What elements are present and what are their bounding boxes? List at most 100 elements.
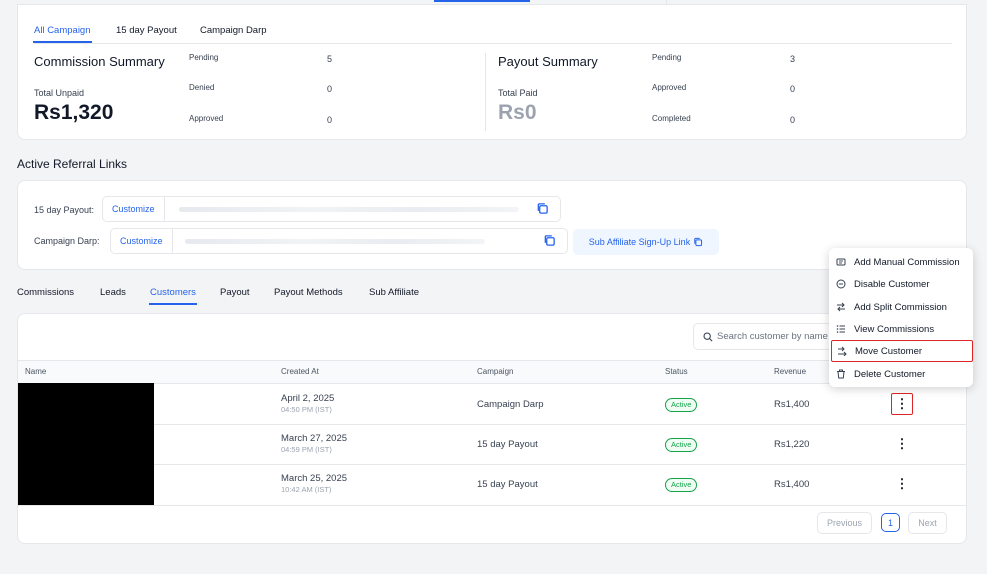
total-unpaid-value: Rs1,320 [34,101,114,124]
table-row-campaign: 15 day Payout [477,439,538,450]
customize-button-15-day[interactable]: Customize [103,197,165,221]
tab-sub-affiliate[interactable]: Sub Affiliate [369,287,420,298]
previous-page-button[interactable]: Previous [817,512,872,534]
table-row-created-at: March 27, 2025 04:59 PM (IST) [281,433,347,454]
created-time: 04:50 PM (IST) [281,405,332,414]
referral-link-field-15-day: Customize [102,196,561,222]
split-arrows-icon [836,302,846,312]
payout-approved-label: Approved [652,83,687,92]
created-date: March 25, 2025 [281,473,348,484]
copy-icon[interactable] [543,234,557,248]
total-paid-label: Total Paid [498,88,538,98]
tab-all-campaign[interactable]: All Campaign [33,25,91,43]
sub-affiliate-link-label: Sub Affiliate Sign-Up Link [588,237,691,247]
commission-pending-label: Pending [189,53,219,62]
search-placeholder: Search customer by name [717,331,828,342]
commission-approved-label: Approved [189,114,224,123]
payout-approved-value: 0 [790,84,796,94]
customize-button-campaign-darp[interactable]: Customize [111,229,173,253]
menu-item-label: Add Manual Commission [854,256,960,268]
created-time: 04:59 PM (IST) [281,445,332,454]
referral-url-blurred [185,239,485,244]
tab-customers[interactable]: Customers [149,287,197,305]
menu-item-label: Add Split Commission [854,301,947,313]
tab-commissions[interactable]: Commissions [17,287,75,298]
sub-affiliate-link-button[interactable]: Sub Affiliate Sign-Up Link [573,229,719,255]
table-header-row [18,360,966,384]
menu-item-move-customer[interactable]: Move Customer [831,340,973,362]
created-date: March 27, 2025 [281,433,348,444]
table-row-revenue: Rs1,400 [774,479,810,490]
table-row-created-at: April 2, 2025 04:50 PM (IST) [281,393,334,414]
referral-section-title: Active Referral Links [17,157,128,171]
payout-pending-value: 3 [790,54,796,64]
table-row-created-at: March 25, 2025 10:42 AM (IST) [281,473,347,494]
summary-divider [485,53,486,131]
commission-denied-value: 0 [327,84,333,94]
receipt-icon [836,257,846,267]
total-unpaid-label: Total Unpaid [34,88,85,98]
table-row-revenue: Rs1,400 [774,399,810,410]
menu-item-add-split-commission[interactable]: Add Split Commission [829,297,973,317]
page-1-button[interactable]: 1 [881,513,900,532]
row-divider [18,424,966,425]
row-actions-menu: Add Manual Commission Disable Customer A… [829,248,973,387]
copy-icon[interactable] [536,202,550,216]
referral-label-15-day: 15 day Payout: [34,205,95,215]
status-badge: Active [665,478,698,492]
redacted-customer-names [18,383,154,505]
row-actions-kebab-icon[interactable]: ⋮ [895,476,909,491]
next-page-button[interactable]: Next [908,512,947,534]
tab-15-day-payout[interactable]: 15 day Payout [116,25,177,36]
commission-summary-title: Commission Summary [34,54,165,69]
tab-leads[interactable]: Leads [100,287,126,298]
payout-completed-value: 0 [790,115,796,125]
search-icon [703,331,713,342]
trash-icon [836,369,846,379]
column-header-created-at: Created At [281,367,319,376]
top-divider [666,0,667,6]
table-row-campaign: Campaign Darp [477,399,544,410]
menu-item-view-commissions[interactable]: View Commissions [829,319,973,339]
tab-campaign-darp[interactable]: Campaign Darp [200,25,267,36]
menu-item-label: Move Customer [855,345,923,357]
menu-item-label: View Commissions [854,323,935,335]
column-header-campaign: Campaign [477,367,514,376]
table-row-campaign: 15 day Payout [477,479,538,490]
status-badge: Active [665,398,698,412]
created-date: April 2, 2025 [281,393,335,404]
table-row-revenue: Rs1,220 [774,439,810,450]
commission-pending-value: 5 [327,54,333,64]
menu-item-label: Disable Customer [854,278,930,290]
row-actions-kebab-icon[interactable]: ⋮ [895,436,909,451]
tab-payout-methods[interactable]: Payout Methods [274,287,343,298]
commission-denied-label: Denied [189,83,215,92]
tab-payout[interactable]: Payout [220,287,250,298]
referral-card: 15 day Payout: Customize Campaign Darp: … [17,180,967,270]
payout-completed-label: Completed [652,114,691,123]
menu-item-add-manual-commission[interactable]: Add Manual Commission [829,252,973,272]
column-header-status: Status [665,367,688,376]
payout-summary-title: Payout Summary [498,54,598,69]
referral-url-blurred [179,207,519,212]
created-time: 10:42 AM (IST) [281,485,332,494]
customers-table-card: Search customer by name Name Created At … [17,313,967,544]
row-actions-kebab-icon[interactable]: ⋮ [891,393,913,415]
campaign-tabs-underline [34,43,952,44]
referral-label-campaign-darp: Campaign Darp: [34,236,100,246]
status-badge: Active [665,438,698,452]
list-icon [836,324,846,334]
summary-card: All Campaign 15 day Payout Campaign Darp… [17,4,967,140]
menu-item-disable-customer[interactable]: Disable Customer [829,274,973,294]
menu-item-delete-customer[interactable]: Delete Customer [829,364,973,384]
column-header-revenue: Revenue [774,367,807,376]
total-paid-value: Rs0 [498,101,537,124]
payout-pending-label: Pending [652,53,682,62]
referral-link-field-campaign-darp: Customize [110,228,568,254]
minus-circle-icon [836,279,846,289]
move-arrow-icon [837,346,847,356]
row-divider [18,464,966,465]
commission-approved-value: 0 [327,115,333,125]
top-tab-indicator [434,0,530,2]
menu-item-label: Delete Customer [854,368,926,380]
